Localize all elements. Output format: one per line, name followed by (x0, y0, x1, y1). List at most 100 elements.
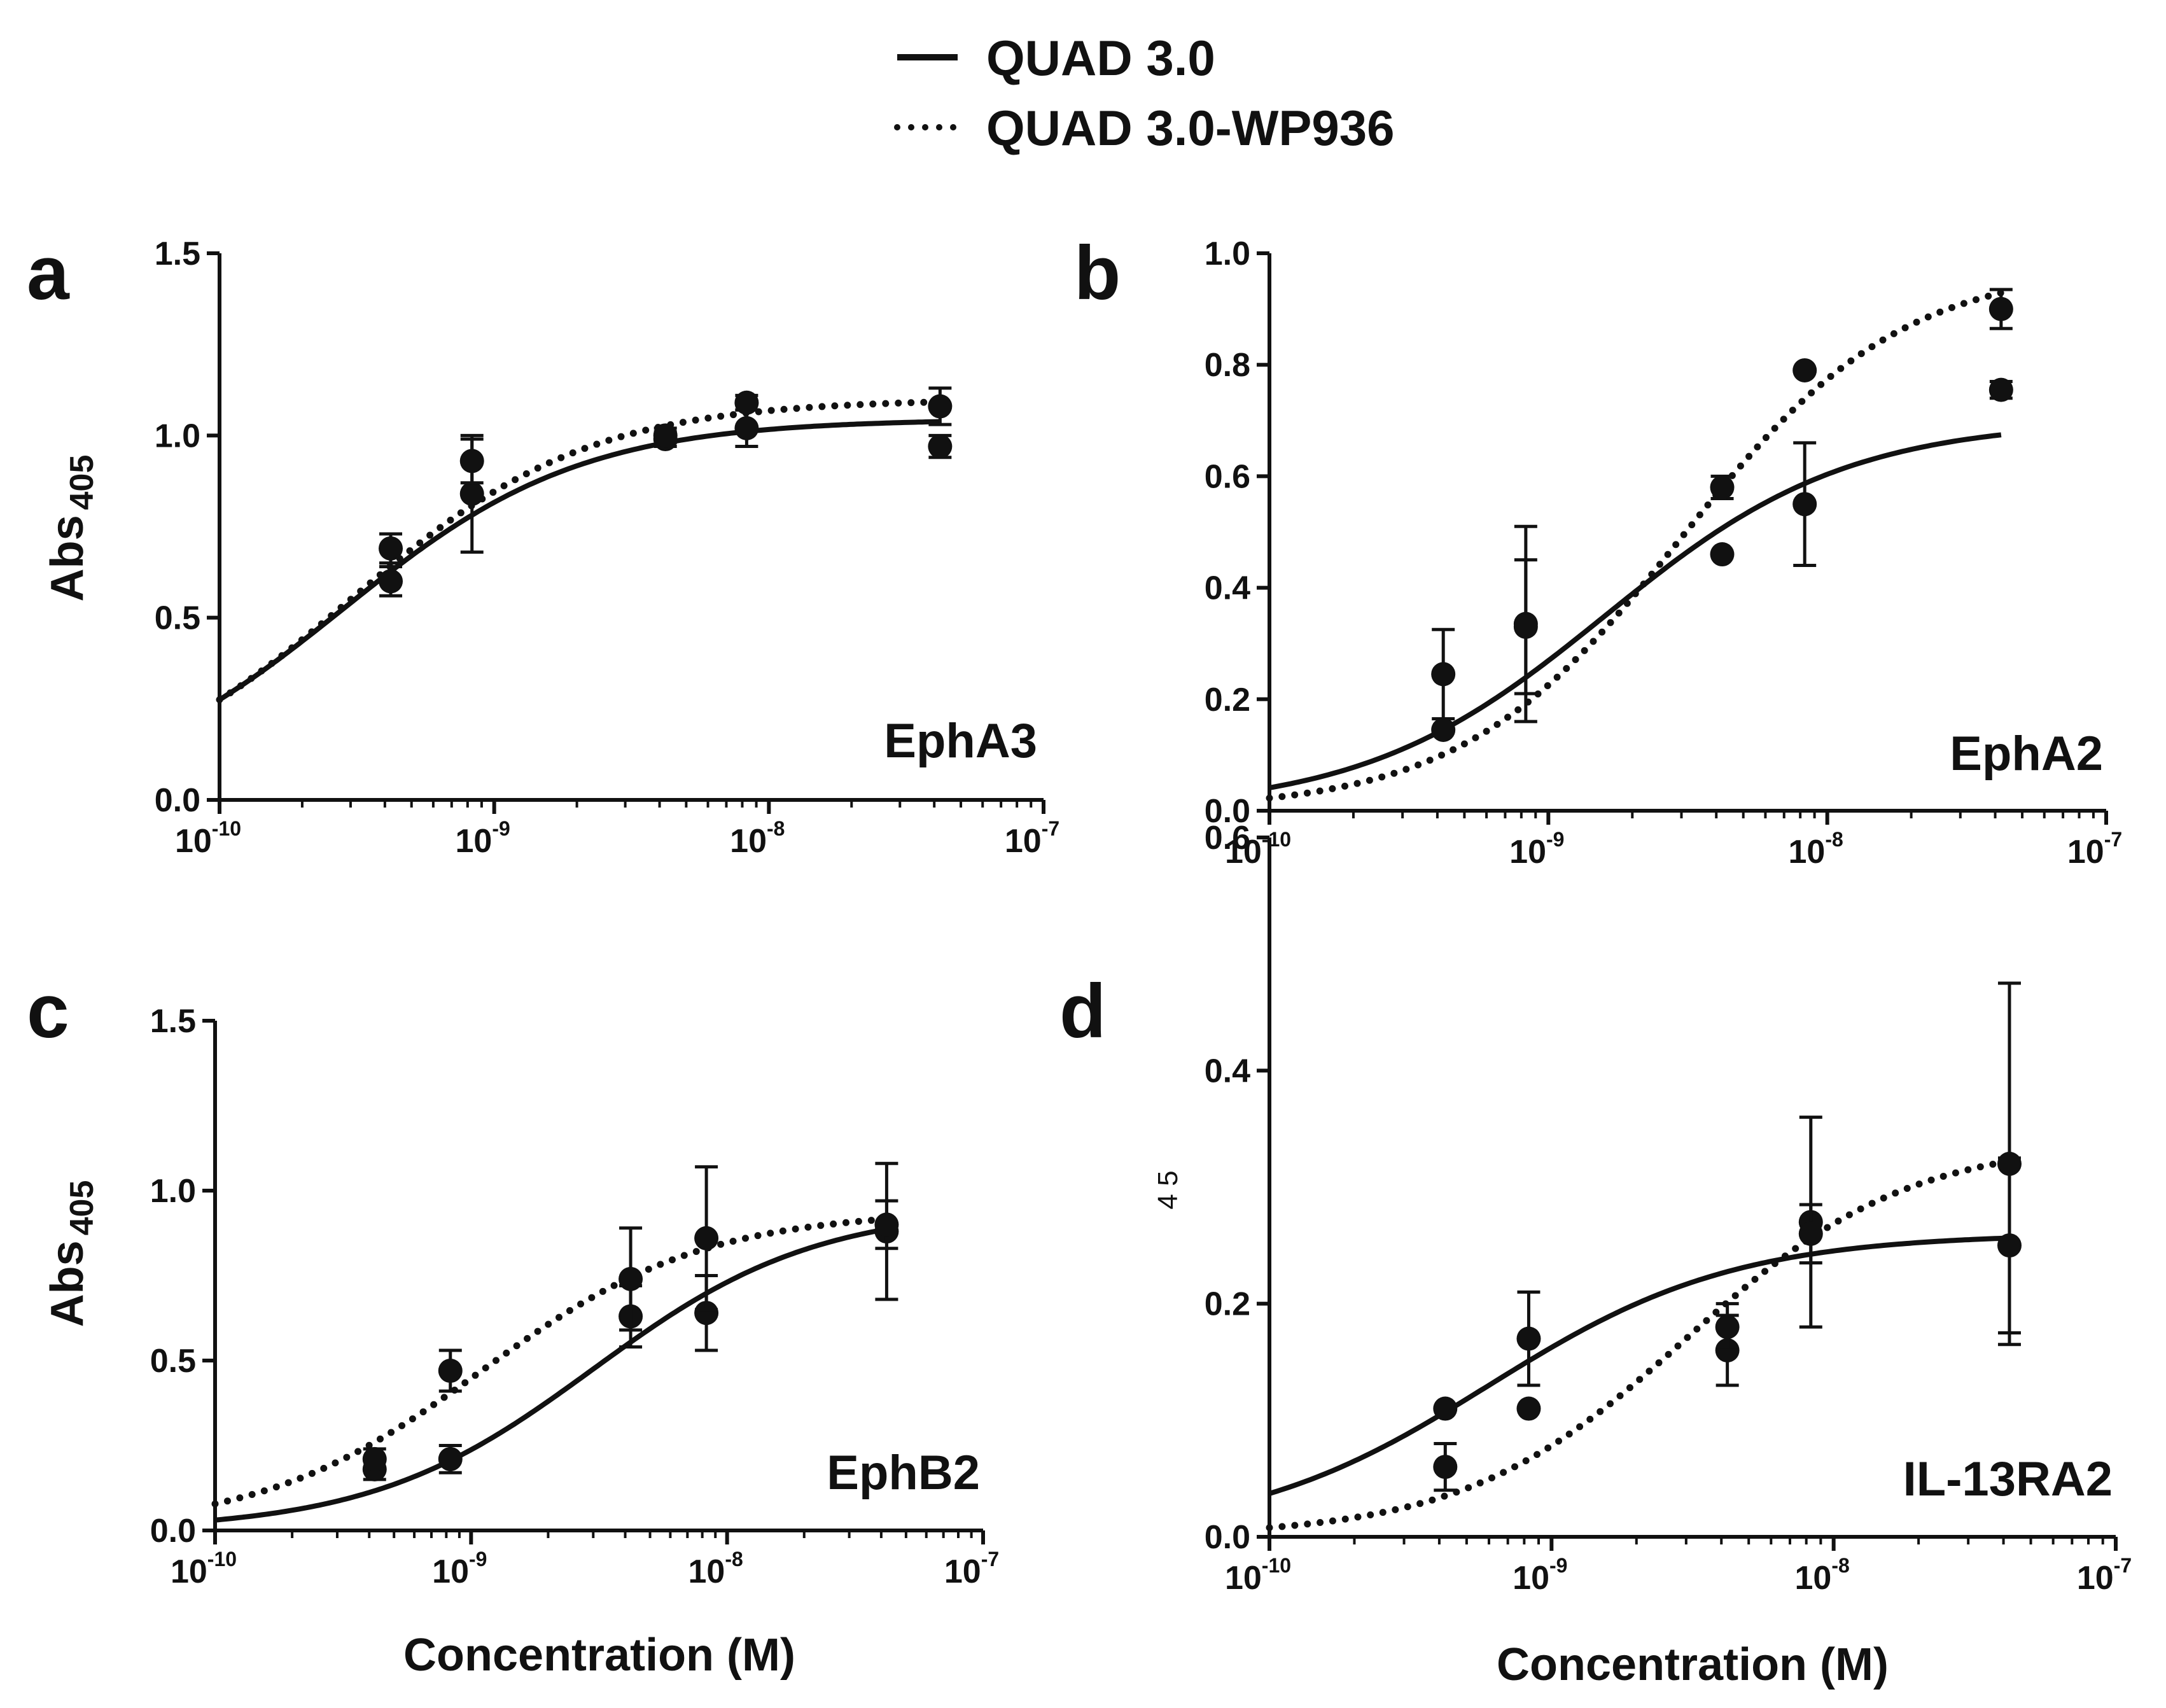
data-point (1433, 1455, 1458, 1480)
x-tick-label: 10-7 (2077, 1554, 2132, 1597)
data-point (438, 1359, 463, 1383)
data-point (734, 390, 759, 415)
x-tick-base: 10 (1795, 1560, 1832, 1597)
x-tick-exponent: -8 (1825, 828, 1843, 851)
fit-curve-solid (1268, 1235, 2010, 1496)
panel-letter: c (27, 969, 69, 1054)
x-tick-label: 10-9 (1513, 1554, 1567, 1597)
data-point (362, 1446, 387, 1471)
fit-curve-solid (1269, 432, 2002, 790)
y-tick-label: 0.5 (150, 1343, 196, 1380)
x-tick-exponent: -7 (2104, 828, 2122, 851)
panel-a: 0.00.51.01.510-10 10-9 10-8 10-7aEphA3Abs40… (27, 230, 1059, 860)
x-tick-base: 10 (432, 1553, 469, 1590)
data-point (1988, 297, 2013, 321)
x-tick-base: 10 (2077, 1560, 2114, 1597)
data-point (1516, 1326, 1541, 1351)
fit-curve-dotted (1266, 289, 2005, 802)
data-point (618, 1266, 643, 1291)
x-tick-label: 10-10 (171, 1548, 237, 1590)
x-tick-label: 10-7 (1005, 817, 1059, 860)
x-tick-base: 10 (171, 1553, 207, 1590)
x-tick-base: 10 (1005, 823, 1042, 860)
y-tick-label: 0.0 (1205, 1519, 1250, 1556)
y-tick-label: 1.5 (155, 235, 200, 272)
y-axis-title-subscript: 405 (64, 455, 101, 510)
x-tick-exponent: -9 (1549, 1554, 1567, 1577)
target-label: EphA2 (1950, 727, 2103, 781)
y-tick-label: 0.2 (1205, 1286, 1250, 1323)
x-axis-title: Concentration (M) (403, 1630, 795, 1681)
data-point (1988, 377, 2013, 402)
data-point (694, 1301, 719, 1326)
y-tick-label: 0.4 (1205, 1053, 1250, 1089)
x-tick-base: 10 (944, 1553, 981, 1590)
data-point (379, 569, 403, 594)
x-tick-exponent: -9 (469, 1548, 487, 1571)
data-point (1792, 358, 1817, 382)
data-point (1710, 542, 1735, 567)
x-tick-base: 10 (1789, 834, 1826, 871)
data-point (694, 1226, 719, 1250)
x-tick-label: 10-9 (456, 817, 510, 860)
y-axis-title: Abs 405 (42, 455, 101, 602)
x-axis-title: Concentration (M) (1497, 1639, 1889, 1690)
data-point (379, 536, 403, 561)
x-tick-label: 10-8 (688, 1548, 743, 1590)
x-tick-label: 10-9 (1509, 828, 1564, 871)
data-point (1433, 1396, 1458, 1421)
y-axis-title-main: Abs (42, 1240, 93, 1327)
y-tick-label: 0.0 (150, 1513, 196, 1550)
y-tick-label: 0.6 (1205, 458, 1250, 495)
x-tick-exponent: -10 (207, 1548, 237, 1571)
x-tick-exponent: -7 (1042, 817, 1059, 840)
x-tick-label: 10-7 (944, 1548, 999, 1590)
x-tick-base: 10 (1225, 834, 1262, 871)
data-point (1715, 1315, 1740, 1340)
fit-curve-solid (218, 419, 940, 702)
target-label: EphA3 (884, 714, 1037, 768)
data-point (1997, 1151, 2022, 1176)
y-axis-title-main: Abs (42, 515, 93, 601)
fit-curve-dotted (216, 398, 944, 703)
x-tick-base: 10 (2067, 834, 2104, 871)
x-tick-exponent: -8 (725, 1548, 743, 1571)
data-point (459, 481, 484, 506)
panel-letter: b (1074, 230, 1121, 316)
fit-curve-dotted (211, 1215, 890, 1508)
x-tick-base: 10 (688, 1553, 725, 1590)
data-point (734, 416, 759, 440)
legend: QUAD 3.0 QUAD 3.0-WP936 (894, 30, 1395, 156)
panel-c: 0.00.51.01.510-10 10-9 10-8 10-7cEphB2Abs40… (27, 969, 999, 1681)
x-tick-label: 10-10 (1225, 1554, 1291, 1597)
data-point (1516, 1396, 1541, 1421)
y-tick-label: 0.4 (1205, 570, 1250, 607)
data-point (928, 394, 953, 419)
x-tick-base: 10 (456, 823, 493, 860)
x-tick-exponent: -8 (767, 817, 785, 840)
x-tick-base: 10 (1225, 1560, 1262, 1597)
x-tick-base: 10 (175, 823, 212, 860)
x-tick-exponent: -9 (1546, 828, 1564, 851)
x-tick-label: 10-9 (432, 1548, 487, 1590)
x-tick-exponent: -7 (981, 1548, 999, 1571)
y-axis-title-main: 4 5 (1152, 1170, 1184, 1209)
data-point (874, 1212, 899, 1237)
x-tick-exponent: -9 (492, 817, 510, 840)
y-tick-label: 1.5 (150, 1003, 196, 1040)
y-tick-label: 0.2 (1205, 682, 1250, 718)
y-axis-title: Abs 405 (42, 1180, 101, 1327)
x-tick-base: 10 (1509, 834, 1546, 871)
data-point (438, 1446, 463, 1471)
data-point (1431, 717, 1456, 742)
panel-d: 0.00.20.40.610-10 10-9 10-8 10-7dIL-13RA24 … (1059, 820, 2132, 1690)
x-tick-label: 10-8 (1789, 828, 1843, 871)
y-tick-label: 1.0 (155, 417, 200, 454)
target-label: IL-13RA2 (1903, 1452, 2113, 1506)
y-axis-title: 4 5 (1152, 1170, 1184, 1209)
panel-letter: d (1059, 969, 1106, 1054)
x-tick-label: 10-7 (2067, 828, 2122, 871)
x-tick-base: 10 (1513, 1560, 1549, 1597)
data-point (459, 449, 484, 473)
